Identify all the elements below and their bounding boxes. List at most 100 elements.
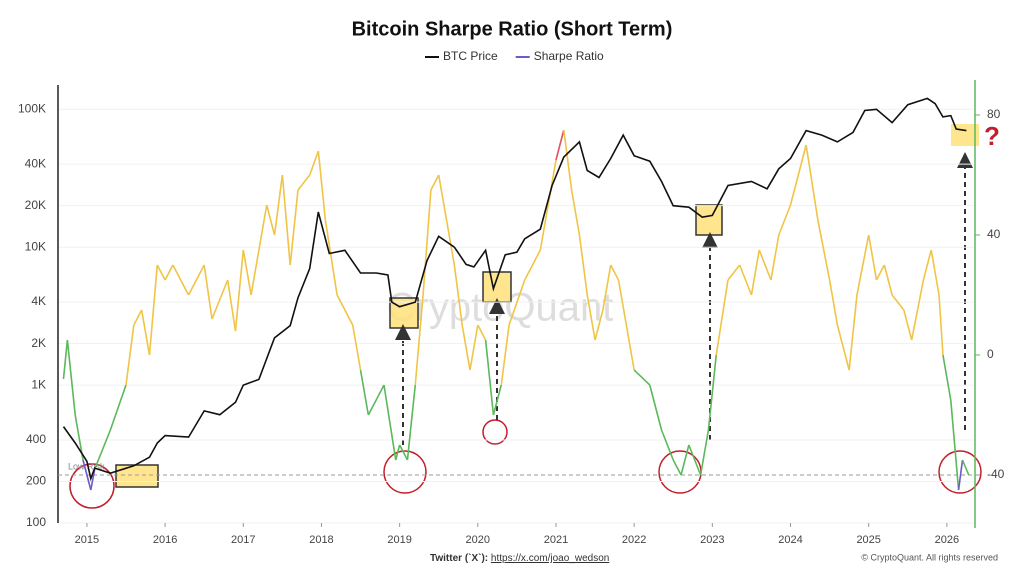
sharpe-segment: [649, 384, 663, 431]
x-tick-label: 2019: [387, 534, 411, 546]
y-tick-label: 200: [26, 474, 46, 488]
sharpe-segment: [297, 174, 311, 191]
sharpe-segment: [848, 294, 858, 371]
y-tick-label: 20K: [25, 198, 46, 212]
sharpe-segment: [570, 189, 581, 236]
y2-tick-label: 80: [987, 107, 1001, 121]
y-tick-label: 1K: [31, 377, 46, 391]
sharpe-segment: [203, 264, 213, 320]
y-tick-label: 400: [26, 432, 46, 446]
sharpe-segment: [867, 234, 878, 281]
sharpe-segment: [469, 324, 479, 371]
sharpe-segment: [242, 249, 252, 296]
circle: [383, 450, 427, 494]
sharpe-segment: [265, 204, 276, 236]
sharpe-segment: [148, 264, 159, 356]
sharpe-segment: [805, 144, 819, 221]
y-tick-label: 10K: [25, 239, 46, 253]
sharpe-segment: [62, 339, 69, 380]
sharpe-segment: [156, 264, 166, 281]
sharpe-segment: [281, 174, 291, 266]
sharpe-segment: [82, 459, 92, 491]
sharpe-segment: [738, 264, 753, 296]
legend-label: BTC Price: [443, 49, 498, 63]
y2-tick-label: -40: [987, 467, 1005, 481]
sharpe-segment: [688, 444, 702, 476]
sharpe-segment: [770, 234, 780, 281]
sharpe-segment: [789, 144, 807, 206]
x-tick-label: 2015: [75, 534, 99, 546]
sharpe-segment: [492, 384, 503, 416]
sharpe-segment: [508, 279, 526, 326]
sharpe-segment: [555, 129, 565, 161]
sharpe-segment: [351, 324, 362, 371]
sharpe-segment: [625, 324, 635, 371]
sharpe-segment: [563, 129, 573, 191]
sharpe-segment: [164, 264, 174, 281]
sharpe-segment: [484, 339, 495, 416]
sharpe-segment: [90, 468, 96, 491]
sharpe-segment: [406, 384, 417, 461]
price-line: [62, 97, 967, 482]
sharpe-segment: [856, 234, 870, 296]
y2-tick-label: 0: [987, 347, 994, 361]
sharpe-segment: [930, 249, 940, 296]
sharpe-segment: [430, 174, 440, 191]
sharpe-segment: [949, 399, 956, 446]
circle: [482, 419, 508, 445]
sharpe-segment: [539, 204, 549, 251]
x-tick-label: 2025: [856, 534, 880, 546]
sharpe-segment: [383, 384, 397, 461]
sharpe-segment: [938, 294, 944, 356]
sharpe-segment: [187, 264, 205, 296]
sharpe-segment: [500, 324, 510, 386]
sharpe-segment: [836, 324, 850, 371]
sharpe-segment: [778, 204, 792, 236]
sharpe-segment: [461, 324, 471, 371]
sharpe-segment: [523, 249, 542, 281]
y-tick-label: 100K: [18, 101, 46, 115]
y2-tick-label: 40: [987, 227, 1001, 241]
sharpe-segment: [953, 444, 960, 491]
x-tick-label: 2020: [466, 534, 490, 546]
sharpe-segment: [125, 324, 135, 386]
circle: [938, 450, 982, 494]
sharpe-segment: [172, 264, 190, 296]
reference-label: Low Risk: [68, 461, 105, 471]
sharpe-segment: [359, 369, 370, 416]
x-tick-label: 2016: [153, 534, 177, 546]
sharpe-segment: [602, 264, 612, 311]
sharpe-segment: [109, 384, 127, 431]
sharpe-segment: [586, 294, 596, 341]
sharpe-segment: [422, 189, 432, 296]
sharpe-segment: [578, 234, 589, 296]
sharpe-segment: [308, 150, 320, 176]
footer: Twitter (`X`): https://x.com/joao_wedson: [430, 553, 609, 564]
sharpe-segment: [660, 429, 674, 461]
sharpe-segment: [903, 309, 913, 341]
sharpe-segment: [922, 249, 932, 281]
sharpe-segment: [699, 429, 710, 476]
chart-title: Bitcoin Sharpe Ratio (Short Term): [352, 18, 673, 40]
sharpe-segment: [609, 264, 620, 281]
sharpe-segment: [398, 444, 409, 461]
sharpe-segment: [273, 174, 284, 236]
sharpe-segment: [367, 384, 385, 416]
sharpe-segment: [453, 264, 463, 326]
sharpe-segment: [875, 264, 886, 281]
x-tick-label: 2023: [700, 534, 724, 546]
x-tick-label: 2024: [778, 534, 802, 546]
y-tick-label: 100: [26, 515, 46, 529]
footer-link[interactable]: https://x.com/joao_wedson: [491, 553, 609, 564]
sharpe-segment: [672, 459, 682, 476]
sharpe-segment: [477, 324, 487, 341]
sharpe-segment: [750, 249, 761, 296]
sharpe-segment: [633, 369, 651, 386]
legend-label: Sharpe Ratio: [534, 49, 604, 63]
sharpe-segment: [680, 444, 690, 476]
sharpe-segment: [727, 264, 741, 281]
grid: [58, 108, 975, 524]
sharpe-segment: [715, 279, 729, 356]
sharpe-segment: [817, 219, 831, 281]
x-tick-label: 2026: [935, 534, 959, 546]
